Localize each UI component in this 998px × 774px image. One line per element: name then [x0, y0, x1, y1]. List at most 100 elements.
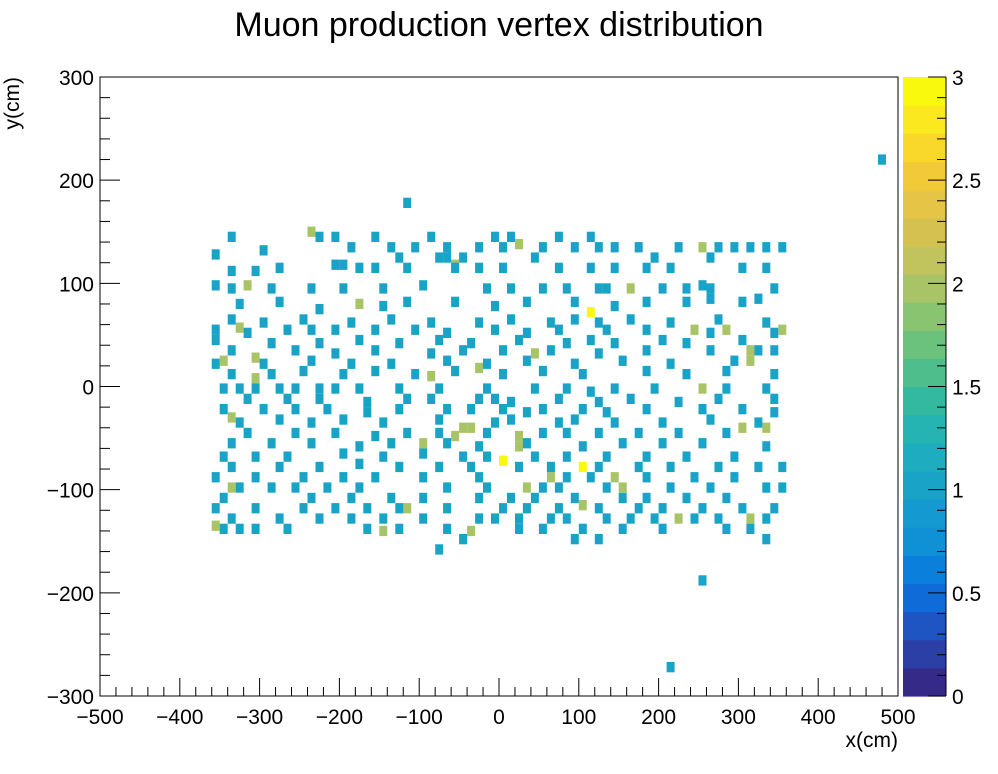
heatmap-cell	[395, 404, 404, 415]
heatmap-cell	[235, 298, 244, 310]
colorbar-segment	[903, 611, 946, 641]
heatmap-cell	[243, 427, 252, 439]
heatmap-cell	[770, 503, 779, 514]
heatmap-cell	[570, 242, 579, 253]
heatmap-cell	[754, 293, 763, 304]
heatmap-cell	[594, 427, 603, 439]
heatmap-cell	[219, 492, 228, 504]
heatmap-cell	[211, 358, 220, 369]
heatmap-cell	[642, 345, 651, 356]
heatmap-cell	[682, 338, 691, 349]
heatmap-cell	[211, 472, 220, 483]
heatmap-cell	[395, 383, 404, 394]
heatmap-cell	[746, 513, 755, 524]
heatmap-cell	[451, 296, 460, 307]
heatmap-cell	[227, 412, 236, 423]
heatmap-cell	[451, 430, 460, 442]
heatmap-cell	[331, 259, 340, 270]
heatmap-cell	[586, 334, 595, 346]
heatmap-cell	[355, 482, 364, 493]
heatmap-cell	[379, 451, 388, 462]
heatmap-cell	[483, 482, 491, 493]
heatmap-cell	[666, 461, 675, 473]
heatmap-cell	[467, 338, 476, 349]
colorbar-segment	[903, 386, 946, 416]
heatmap-cell	[251, 373, 260, 384]
heatmap-cell	[403, 197, 412, 208]
heatmap-cell	[618, 492, 627, 504]
heatmap-cell	[522, 482, 531, 493]
heatmap-cell	[483, 383, 491, 394]
heatmap-cell	[475, 441, 484, 452]
heatmap-cell	[642, 492, 651, 504]
heatmap-cell	[387, 358, 396, 369]
heatmap-cell	[411, 369, 420, 380]
heatmap-cell	[738, 334, 747, 346]
heatmap-cell	[690, 324, 699, 335]
heatmap-cell	[507, 314, 515, 325]
heatmap-cell	[746, 242, 755, 253]
heatmap-cell	[371, 324, 380, 335]
heatmap-cell	[674, 427, 683, 439]
colorbar-segment	[903, 470, 946, 500]
heatmap-cell	[594, 283, 603, 294]
colorbar-tick-label: 2	[952, 273, 964, 296]
heatmap-cell	[546, 317, 555, 328]
x-axis-label: x(cm)	[846, 729, 898, 752]
heatmap-cell	[467, 525, 476, 537]
heatmap-cell	[411, 324, 420, 335]
heatmap-cell	[475, 472, 484, 483]
heatmap-cell	[538, 283, 547, 294]
heatmap-cell	[674, 513, 683, 524]
heatmap-cell	[778, 242, 787, 253]
heatmap-cell	[634, 503, 643, 514]
heatmap-cell	[331, 348, 340, 359]
heatmap-cell	[459, 252, 468, 263]
heatmap-cell	[467, 404, 476, 415]
heatmap-cell	[227, 231, 236, 242]
colorbar-segment	[903, 583, 946, 613]
heatmap-cell	[626, 314, 635, 325]
heatmap-cell	[586, 262, 595, 273]
heatmap-cell	[722, 383, 731, 394]
heatmap-cell	[762, 441, 771, 452]
heatmap-cell	[219, 355, 228, 366]
heatmap-cell	[363, 407, 372, 418]
heatmap-cell	[515, 430, 523, 442]
heatmap-cell	[770, 283, 779, 294]
heatmap-cell	[610, 338, 619, 349]
heatmap-cell	[602, 407, 611, 418]
heatmap-cell	[371, 231, 380, 242]
heatmap-cell	[251, 472, 260, 483]
heatmap-cell	[538, 365, 547, 377]
heatmap-cell	[403, 296, 412, 307]
heatmap-cell	[650, 383, 659, 394]
heatmap-cell	[371, 430, 380, 442]
heatmap-cell	[762, 317, 771, 328]
heatmap-cell	[714, 513, 723, 524]
heatmap-cell	[219, 383, 228, 394]
heatmap-cell	[515, 513, 523, 524]
heatmap-cell	[435, 461, 444, 473]
heatmap-cell	[355, 298, 364, 310]
heatmap-cell	[347, 513, 356, 524]
heatmap-cell	[515, 334, 523, 346]
colorbar-segment	[903, 133, 946, 163]
heatmap-cell	[546, 461, 555, 473]
colorbar-segment	[903, 330, 946, 359]
heatmap-cell	[522, 296, 531, 307]
heatmap-cell	[730, 472, 739, 483]
colorbar-segment	[903, 414, 946, 444]
heatmap-cell	[682, 369, 691, 380]
heatmap-cell	[666, 317, 675, 328]
heatmap-cell	[499, 345, 507, 356]
heatmap-cell	[259, 245, 268, 256]
heatmap-cell	[562, 513, 571, 524]
heatmap-cell	[307, 226, 316, 237]
heatmap-cell	[443, 242, 452, 253]
heatmap-cell	[499, 455, 507, 466]
y-tick-label: 300	[59, 67, 94, 90]
y-tick-label: −100	[47, 480, 94, 503]
heatmap-cell	[395, 523, 404, 534]
heatmap-cell	[618, 482, 627, 493]
